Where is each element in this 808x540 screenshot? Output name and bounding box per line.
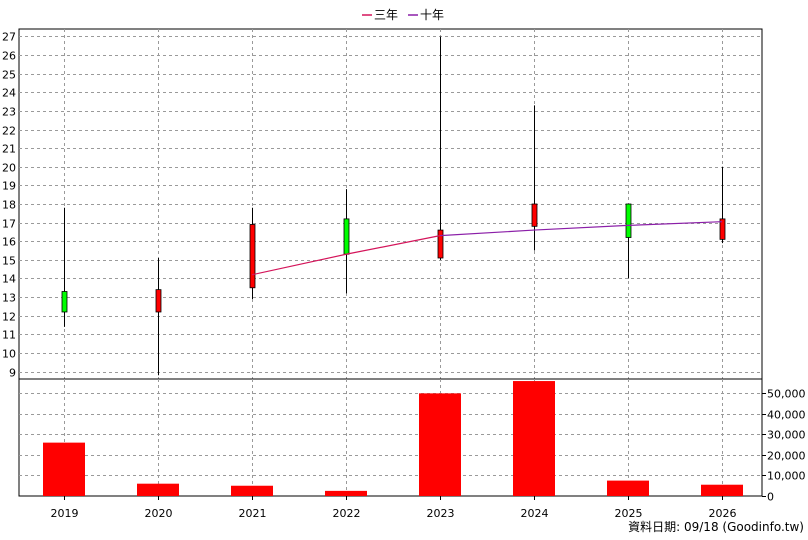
price-tick-label: 24	[2, 87, 16, 100]
candle-body	[61, 291, 68, 313]
volume-bar-2023	[419, 393, 461, 496]
volume-tick-label: 20,000	[767, 450, 806, 463]
candle-body	[343, 218, 350, 255]
ma-line-十年	[439, 221, 723, 237]
ma-line-三年	[251, 235, 441, 276]
candle-body	[531, 203, 538, 227]
volume-bar-2024	[513, 381, 555, 496]
candle-2023	[437, 36, 444, 260]
volume-tick-label: 30,000	[767, 429, 806, 442]
legend: 三年 十年	[362, 8, 444, 22]
price-tick-label: 11	[2, 329, 16, 342]
volume-tick-label: 0	[767, 491, 774, 504]
price-tick-label: 12	[2, 311, 16, 324]
volume-tick-label: 50,000	[767, 388, 806, 401]
x-tick-label-2019: 2019	[51, 507, 79, 520]
volume-panel: 0 10,000 20,000 30,000 40,000 50,000	[18, 378, 806, 504]
x-tick-label-2024: 2024	[521, 507, 549, 520]
candle-2024	[531, 105, 538, 251]
price-tick-label: 10	[2, 348, 16, 361]
volume-bar-2020	[137, 483, 179, 496]
price-tick-label: 18	[2, 199, 16, 212]
x-tick-label-2026: 2026	[709, 507, 737, 520]
volume-tick-label: 40,000	[767, 409, 806, 422]
footer-source: 資料日期: 09/18 (Goodinfo.tw)	[628, 520, 804, 534]
price-tick-label: 13	[2, 292, 16, 305]
x-tick-label-2021: 2021	[239, 507, 267, 520]
volume-tick-label: 10,000	[767, 470, 806, 483]
legend-label-sanyear: 三年	[374, 8, 398, 22]
x-tick-label-2022: 2022	[333, 507, 361, 520]
x-axis: 2019 2020 2021 2022 2023 2024 2025 2026	[51, 496, 737, 520]
candle-body	[719, 218, 726, 240]
price-tick-label: 17	[2, 218, 16, 231]
price-tick-label: 19	[2, 180, 16, 193]
candle-body	[249, 224, 256, 289]
price-tick-label: 15	[2, 255, 16, 268]
candle-body	[625, 203, 632, 238]
candle-body	[437, 229, 444, 259]
volume-bar-2025	[607, 480, 649, 496]
price-panel: 9 10 11 12 13 14 15 16 17 18 19 20 21 22 23 24 25 26 27	[2, 28, 763, 380]
volume-bar-2022	[325, 490, 367, 496]
price-tick-label: 14	[2, 273, 16, 286]
volume-bar-2026	[701, 484, 743, 496]
x-tick-label-2023: 2023	[427, 507, 455, 520]
price-tick-label: 16	[2, 236, 16, 249]
price-tick-label: 9	[9, 367, 16, 380]
x-tick-label-2020: 2020	[145, 507, 173, 520]
candle-2020	[155, 257, 162, 376]
candle-2025	[625, 203, 632, 279]
price-tick-label: 20	[2, 162, 16, 175]
price-tick-label: 25	[2, 69, 16, 82]
volume-bar-2019	[43, 442, 85, 496]
volume-frame	[18, 378, 763, 497]
candle-2019	[61, 207, 68, 327]
price-tick-label: 23	[2, 106, 16, 119]
legend-label-shinian: 十年	[420, 8, 444, 22]
candle-2021	[249, 207, 256, 299]
x-tick-label-2025: 2025	[615, 507, 643, 520]
volume-bar-2021	[231, 485, 273, 496]
candle-body	[155, 289, 162, 313]
candle-2026	[719, 166, 726, 244]
price-tick-label: 21	[2, 143, 16, 156]
price-tick-label: 27	[2, 31, 16, 44]
price-tick-label: 22	[2, 125, 16, 138]
price-tick-label: 26	[2, 50, 16, 63]
